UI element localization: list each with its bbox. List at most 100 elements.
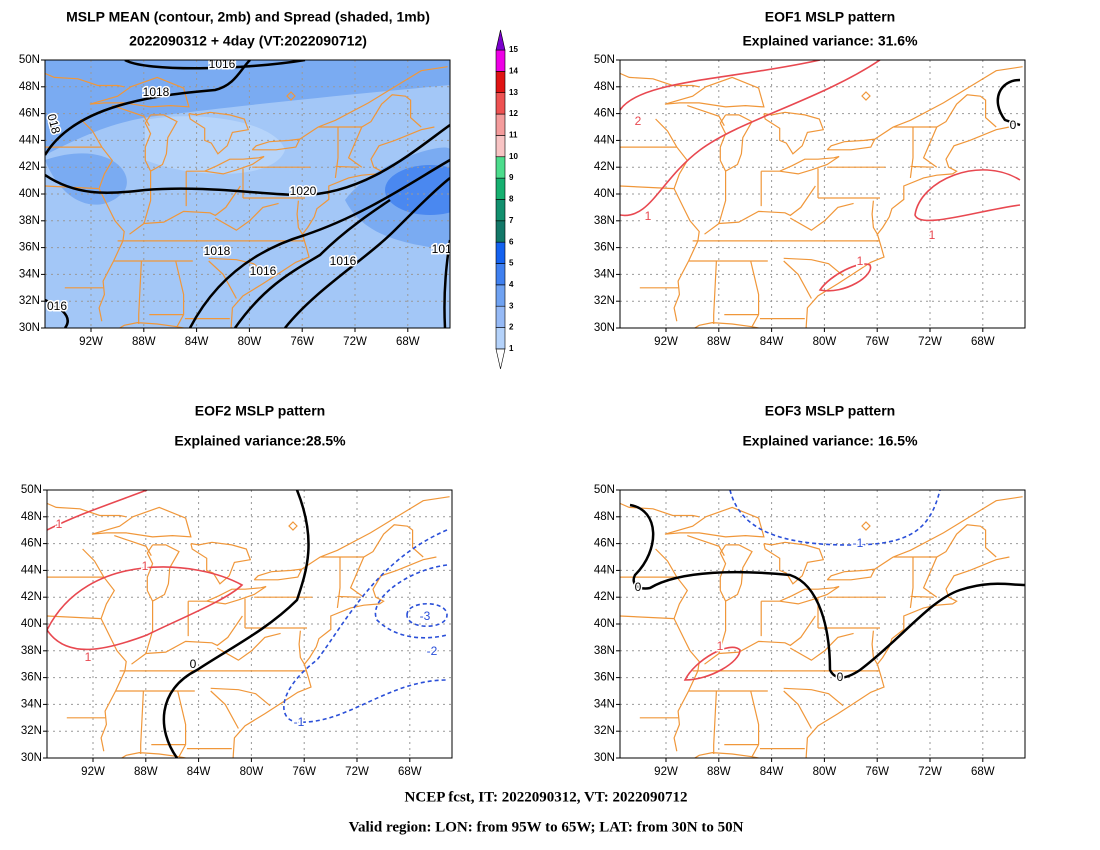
contour-line <box>620 60 881 217</box>
contour-line <box>283 529 448 723</box>
contour-label: 1014 <box>432 242 459 256</box>
lon-label: 68W <box>971 336 995 348</box>
lon-label: 76W <box>865 766 889 778</box>
lat-label: 38N <box>21 645 42 657</box>
map-panel: 2 1 0 1 1 92W 88W 84W 80W 76W 72W 68W 50N 48N 46N 44N 42… <box>594 54 1026 348</box>
lat-label: 42N <box>21 591 42 603</box>
lat-label: 48N <box>594 81 615 93</box>
map-frame <box>44 59 451 329</box>
lat-label: 30N <box>594 322 615 334</box>
colorbar-cell <box>495 263 506 286</box>
lon-label: 88W <box>134 766 158 778</box>
contour-line <box>443 239 450 328</box>
contour-line <box>45 298 69 328</box>
contour-label: 1 <box>645 209 652 223</box>
contour-line <box>284 177 450 328</box>
contour-line <box>45 60 251 156</box>
colorbar-cell <box>495 284 506 307</box>
contour-line <box>233 198 391 328</box>
panel-title: Explained variance: 16.5% <box>742 433 918 449</box>
lat-label: 34N <box>594 698 615 710</box>
state-boundaries <box>861 91 871 101</box>
lon-label: 84W <box>760 766 784 778</box>
panel-title: EOF3 MSLP pattern <box>765 403 895 419</box>
colorbar-label: 5 <box>509 259 514 268</box>
contour-label: 1016 <box>250 264 277 278</box>
colorbar-cell <box>495 305 506 328</box>
colorbar-cell <box>495 177 506 200</box>
lat-label: 32N <box>594 295 615 307</box>
lon-label: 88W <box>132 336 156 348</box>
lat-label: 46N <box>19 108 40 120</box>
state-boundaries <box>620 66 1023 328</box>
spread-shading <box>45 60 450 155</box>
lon-label: 88W <box>707 336 731 348</box>
lat-label: 50N <box>594 54 615 66</box>
colorbar-label: 10 <box>509 152 518 161</box>
map-frame <box>619 59 1026 329</box>
state-boundaries <box>45 66 448 328</box>
lat-label: 36N <box>594 242 615 254</box>
colorbar-cell <box>495 348 506 369</box>
state-boundaries <box>288 521 298 531</box>
lon-label: 72W <box>345 766 369 778</box>
lon-label: 68W <box>971 766 995 778</box>
contour-line <box>629 503 1025 679</box>
lon-label: 80W <box>240 766 264 778</box>
lat-label: 44N <box>594 134 615 146</box>
state-boundaries <box>286 91 296 101</box>
colorbar-cell <box>495 135 506 158</box>
lon-label: 72W <box>343 336 367 348</box>
lon-label: 88W <box>707 766 731 778</box>
lat-label: 38N <box>594 215 615 227</box>
colorbar-cell <box>495 49 506 72</box>
lon-label: 80W <box>813 766 837 778</box>
colorbar-label: 7 <box>509 216 514 225</box>
map-frame <box>46 489 453 759</box>
contour-label: 0 <box>1010 118 1017 132</box>
lat-label: 30N <box>594 752 615 764</box>
map-content: 1 1 1 0 -1 -2 -3 <box>47 490 452 758</box>
colorbar-cell <box>495 220 506 243</box>
lon-label: 92W <box>654 336 678 348</box>
colorbar-cell <box>495 156 506 179</box>
lat-label: 46N <box>594 108 615 120</box>
lon-label: 84W <box>187 766 211 778</box>
contour-label: 1 <box>56 517 63 531</box>
lat-label: 38N <box>594 645 615 657</box>
contour-label: 0 <box>837 670 844 684</box>
state-boundaries <box>620 496 1023 758</box>
lat-label: 40N <box>21 618 42 630</box>
lat-label: 32N <box>594 725 615 737</box>
panel-title: Explained variance: 31.6% <box>742 33 918 49</box>
lat-label: 42N <box>594 591 615 603</box>
lat-label: 30N <box>19 322 40 334</box>
colorbar-label: 9 <box>509 173 514 182</box>
lat-label: 32N <box>21 725 42 737</box>
lat-label: 50N <box>19 54 40 66</box>
contour-label: 1 <box>857 254 864 268</box>
contour-label: 1 <box>85 650 92 664</box>
contour-label: 0 <box>190 657 197 671</box>
contour-line <box>188 158 450 328</box>
panel-title: MSLP MEAN (contour, 2mb) and Spread (sha… <box>66 9 430 25</box>
spread-shading <box>145 116 285 174</box>
colorbar-label: 11 <box>509 131 518 140</box>
spread-shading <box>385 165 450 215</box>
lat-label: 42N <box>594 161 615 173</box>
colorbar-label: 13 <box>509 88 518 97</box>
contour-label: 1020 <box>290 184 317 198</box>
lon-label: 68W <box>396 336 420 348</box>
contour-line <box>162 490 310 758</box>
lat-label: 38N <box>19 215 40 227</box>
lat-label: 44N <box>19 134 40 146</box>
lat-label: 36N <box>594 672 615 684</box>
colorbar-cell <box>495 199 506 222</box>
colorbar-cell <box>495 113 506 136</box>
contour-label: 1016 <box>209 57 236 71</box>
panel-title: EOF1 MSLP pattern <box>765 9 895 25</box>
contour-line <box>620 60 821 111</box>
contour-label: 016 <box>47 299 67 313</box>
lat-label: 40N <box>19 188 40 200</box>
